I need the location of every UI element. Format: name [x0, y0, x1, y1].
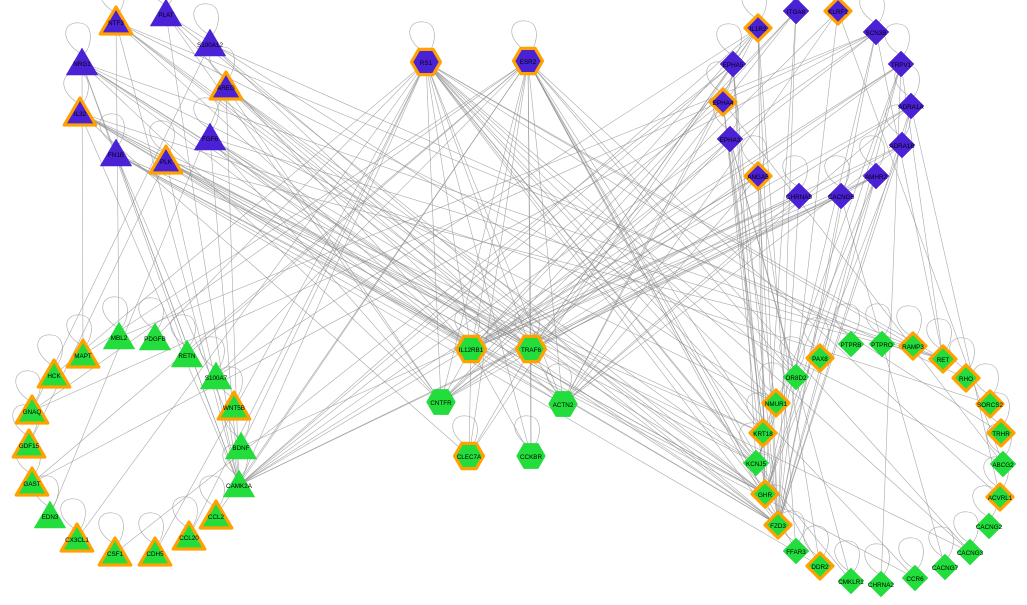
svg-text:ESR2: ESR2: [520, 59, 537, 66]
svg-text:AMHR2: AMHR2: [865, 174, 888, 181]
svg-text:PAX8: PAX8: [812, 356, 828, 363]
svg-text:SCN3B: SCN3B: [866, 30, 887, 37]
svg-text:GHR: GHR: [758, 492, 772, 499]
svg-text:EPHA5: EPHA5: [723, 62, 744, 69]
svg-text:ABCG2: ABCG2: [992, 462, 1014, 469]
svg-text:CCR6: CCR6: [906, 576, 924, 583]
svg-text:S100A7: S100A7: [205, 375, 228, 382]
svg-text:CACNG5: CACNG5: [828, 194, 855, 201]
svg-text:EPHA4: EPHA4: [713, 100, 734, 107]
svg-text:BDNF: BDNF: [232, 445, 249, 452]
svg-text:NMUR1: NMUR1: [765, 401, 788, 408]
svg-text:ANGA5: ANGA5: [747, 174, 769, 181]
svg-text:FFAR3: FFAR3: [786, 549, 806, 556]
svg-text:PTPRO: PTPRO: [871, 342, 893, 349]
svg-text:NRG1: NRG1: [73, 61, 91, 68]
svg-text:PDGFB: PDGFB: [144, 336, 166, 343]
svg-text:IL32: IL32: [74, 111, 87, 118]
svg-text:RS1: RS1: [420, 60, 433, 67]
svg-text:TRHR: TRHR: [992, 431, 1010, 438]
svg-text:GDF15: GDF15: [19, 443, 40, 450]
svg-text:GNAQ: GNAQ: [23, 409, 42, 416]
svg-text:CX3CL1: CX3CL1: [65, 537, 89, 544]
svg-text:RET: RET: [937, 357, 950, 364]
svg-text:IL1R2: IL1R2: [750, 26, 767, 33]
svg-text:CCL20: CCL20: [179, 535, 199, 542]
svg-text:WNT5B: WNT5B: [223, 405, 245, 412]
svg-text:PTPRB: PTPRB: [841, 342, 862, 349]
svg-text:CAMK2A: CAMK2A: [226, 483, 253, 490]
svg-text:OR8D2: OR8D2: [786, 375, 807, 382]
svg-text:MBL2: MBL2: [111, 335, 128, 342]
svg-text:FZD3: FZD3: [770, 523, 786, 530]
svg-text:ADRA1A: ADRA1A: [898, 104, 924, 111]
svg-text:CACNG7: CACNG7: [932, 565, 959, 572]
svg-text:KCNJ5: KCNJ5: [746, 461, 766, 468]
svg-text:CACNG2: CACNG2: [976, 524, 1003, 531]
svg-text:ADRA1B: ADRA1B: [889, 143, 914, 150]
svg-text:CNTFR: CNTFR: [430, 400, 452, 407]
svg-text:EDN3: EDN3: [42, 514, 59, 521]
svg-text:CMKLR1: CMKLR1: [838, 579, 864, 586]
svg-text:PLAT: PLAT: [158, 12, 173, 19]
svg-text:PLK: PLK: [160, 159, 173, 166]
svg-text:EPHA3: EPHA3: [720, 137, 741, 144]
svg-text:KRT18: KRT18: [753, 431, 773, 438]
svg-text:CHRNA2: CHRNA2: [868, 582, 894, 589]
svg-text:GAST: GAST: [23, 481, 40, 488]
svg-text:TRPV1: TRPV1: [891, 62, 912, 69]
svg-text:CHRNA5: CHRNA5: [786, 194, 812, 201]
svg-text:ACTN2: ACTN2: [553, 402, 574, 409]
svg-text:FN1B: FN1B: [108, 152, 124, 159]
svg-text:HCK: HCK: [47, 373, 61, 380]
svg-text:CCL2: CCL2: [208, 514, 225, 521]
svg-text:TRAF6: TRAF6: [521, 347, 541, 354]
svg-text:RAMP3: RAMP3: [902, 344, 924, 351]
svg-text:MAPT: MAPT: [74, 353, 92, 360]
svg-text:DDR2: DDR2: [811, 564, 829, 571]
svg-text:CCKBR: CCKBR: [520, 454, 542, 461]
svg-text:NTF3: NTF3: [108, 20, 124, 27]
svg-text:CDH5: CDH5: [146, 551, 164, 558]
svg-text:ACVRL1: ACVRL1: [988, 495, 1013, 502]
svg-text:SORCS2: SORCS2: [977, 402, 1003, 409]
svg-text:IL12RB1: IL12RB1: [459, 347, 484, 354]
svg-text:AREG: AREG: [217, 85, 235, 92]
svg-text:S100A12: S100A12: [197, 42, 223, 49]
svg-text:CLEC7A: CLEC7A: [457, 454, 482, 461]
svg-text:CACNG3: CACNG3: [957, 550, 984, 557]
svg-text:CSF1: CSF1: [107, 551, 124, 558]
svg-text:KLRF1: KLRF1: [828, 9, 848, 16]
svg-text:RHO: RHO: [959, 376, 973, 383]
svg-text:ITGA8: ITGA8: [787, 9, 806, 16]
svg-text:FGF6: FGF6: [202, 136, 219, 143]
svg-text:RETN: RETN: [178, 353, 196, 360]
